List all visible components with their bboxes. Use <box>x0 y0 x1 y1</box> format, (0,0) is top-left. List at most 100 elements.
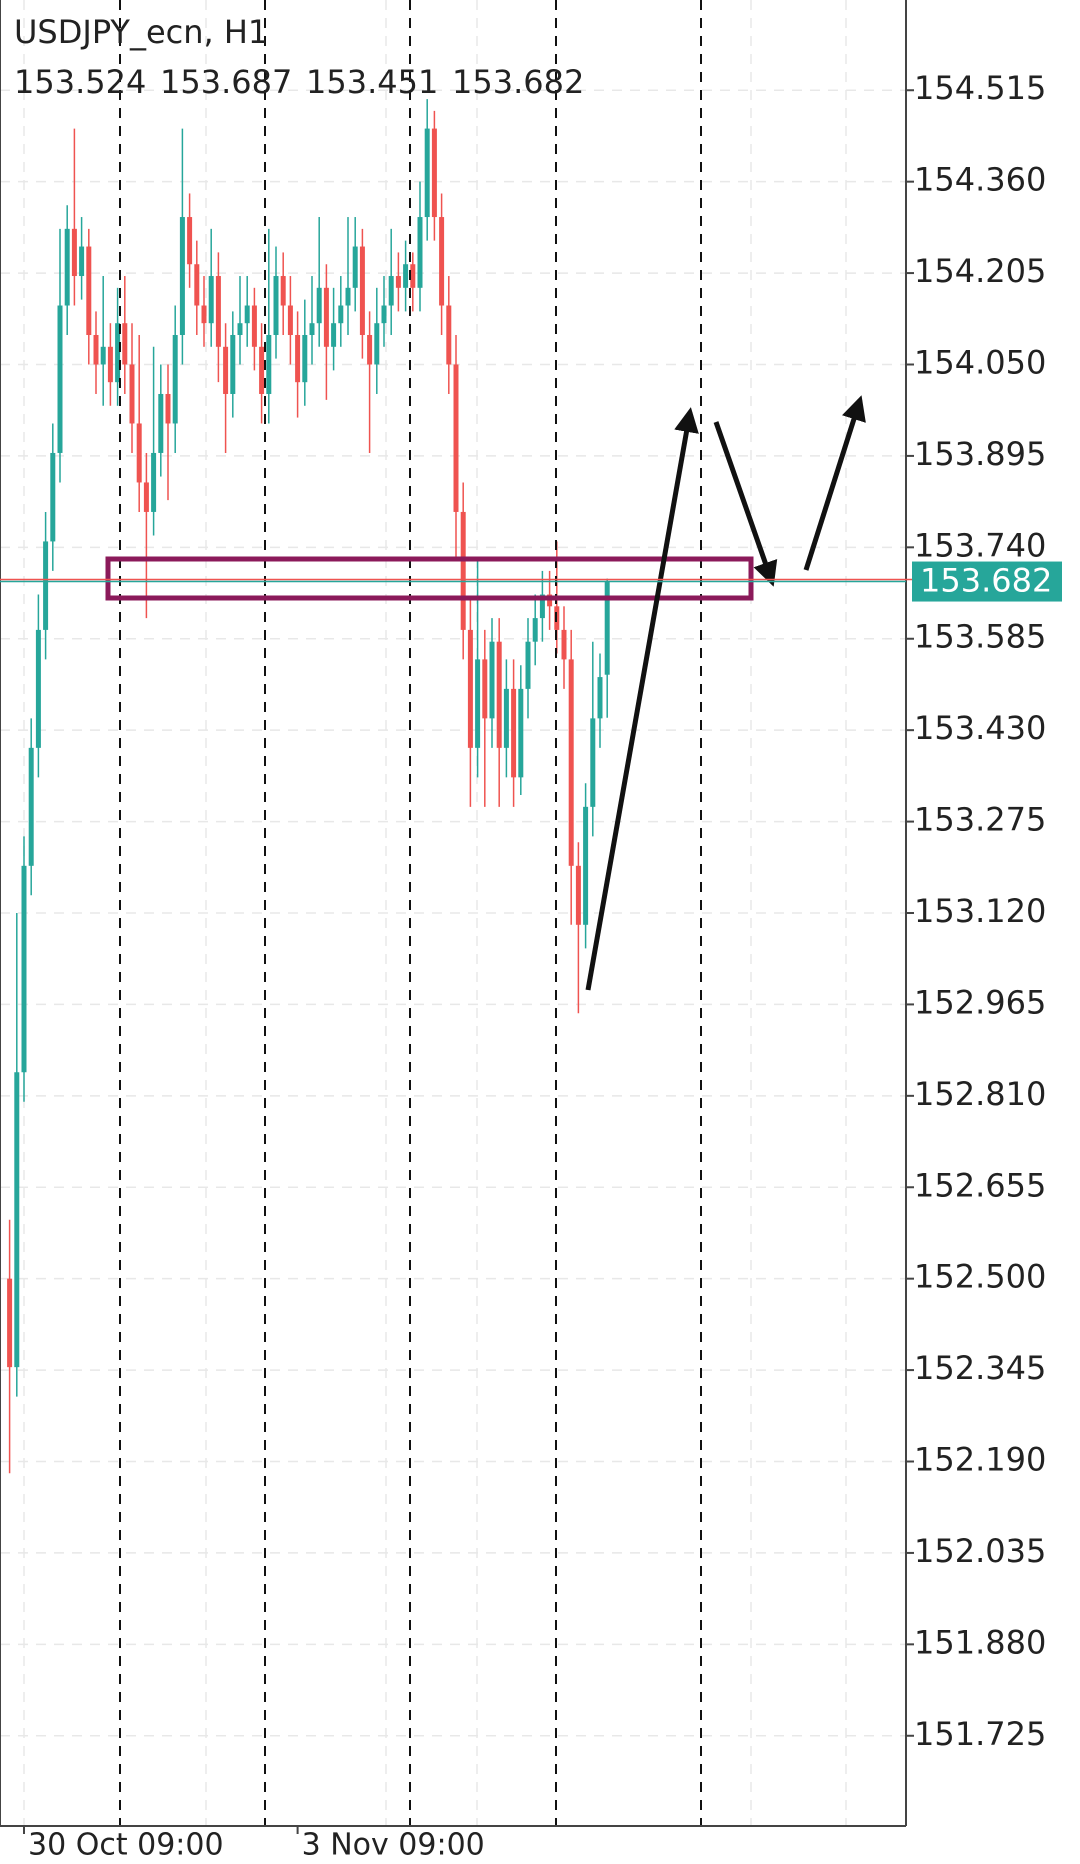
candle-body <box>496 641 502 748</box>
period-separators <box>119 0 702 1826</box>
candle-body <box>129 364 135 424</box>
candle-body <box>266 335 272 394</box>
candle-body <box>568 659 574 866</box>
candle-body <box>374 323 380 365</box>
candle-body <box>518 688 524 778</box>
ohlc-value: 153.682 <box>452 63 584 101</box>
candle-body <box>244 305 250 324</box>
candle-body <box>381 305 387 324</box>
y-tick-label: 152.655 <box>914 1166 1046 1204</box>
candle-body <box>172 335 178 424</box>
y-tick-label: 153.120 <box>914 892 1046 930</box>
y-tick-label: 153.430 <box>914 709 1046 747</box>
last-price-tag <box>912 561 1062 602</box>
candle-body <box>331 323 337 347</box>
candle-body <box>64 228 70 306</box>
candle-body <box>475 659 481 748</box>
plot <box>0 89 906 1737</box>
candle-body <box>230 335 236 394</box>
candle-body <box>187 217 193 265</box>
candle-body <box>57 305 63 453</box>
candle-body <box>482 659 488 719</box>
candle-body <box>453 364 459 512</box>
candle-body <box>179 217 185 336</box>
candle-body <box>417 217 423 288</box>
y-tick-label: 154.515 <box>914 69 1046 107</box>
candle-body <box>115 323 121 383</box>
candle-body <box>93 335 99 365</box>
candle-body <box>208 276 214 324</box>
candle-body <box>215 276 221 347</box>
candle-body <box>467 629 473 748</box>
candle-body <box>590 718 596 807</box>
candle-body <box>345 287 351 306</box>
vertical-grid <box>23 0 847 1826</box>
y-tick-label: 154.205 <box>914 252 1046 290</box>
y-tick-label: 152.345 <box>914 1349 1046 1387</box>
candle-body <box>35 629 41 748</box>
ohlc-readout: 153.524 153.687 153.451 153.682 <box>14 63 584 101</box>
y-tick-label: 152.810 <box>914 1075 1046 1113</box>
ohlc-value: 153.451 <box>306 63 438 101</box>
candle-body <box>165 393 171 424</box>
candle-body <box>86 246 92 336</box>
y-tick-label: 152.500 <box>914 1258 1046 1296</box>
candle-body <box>223 346 229 394</box>
candle-body <box>201 305 207 324</box>
candle-body <box>71 228 77 277</box>
x-tick-label: 30 Oct 09:00 <box>28 1828 224 1863</box>
y-tick-label: 153.275 <box>914 801 1046 839</box>
candle-body <box>158 393 164 453</box>
candle-body <box>561 629 567 660</box>
candle-body <box>446 305 452 365</box>
candle-body <box>14 1072 20 1368</box>
candle-body <box>287 305 293 336</box>
candle-body <box>7 1278 13 1368</box>
candle-body <box>107 346 113 383</box>
candle-body <box>352 246 358 288</box>
candle-body <box>439 217 445 306</box>
candle-body <box>259 346 265 394</box>
ohlc-value: 153.687 <box>160 63 292 101</box>
candle-body <box>532 618 538 642</box>
candle-body <box>143 482 149 512</box>
candle-body <box>79 246 85 277</box>
candle-body <box>503 688 509 748</box>
candle-body <box>388 276 394 306</box>
candle-body <box>604 581 610 675</box>
y-tick-label: 151.725 <box>914 1715 1046 1753</box>
candle-body <box>395 276 401 288</box>
y-tick-label: 154.050 <box>914 343 1046 381</box>
y-tick-label: 152.035 <box>914 1532 1046 1570</box>
zone-box <box>105 556 754 601</box>
candle-body <box>403 264 409 288</box>
candle-body <box>367 335 373 365</box>
candle-body <box>489 641 495 719</box>
y-tick-label: 153.740 <box>914 526 1046 564</box>
y-tick-label: 152.965 <box>914 983 1046 1021</box>
chart-title: USDJPY_ecn, H1 <box>14 13 268 51</box>
candle-body <box>575 865 581 925</box>
candle-body <box>28 747 34 866</box>
candle-body <box>309 323 315 336</box>
candle-body <box>280 276 286 306</box>
y-tick-label: 151.880 <box>914 1623 1046 1661</box>
candle-body <box>122 323 128 365</box>
candle-body <box>43 541 49 630</box>
candle-body <box>410 264 416 288</box>
y-tick-label: 153.895 <box>914 435 1046 473</box>
candle-body <box>21 865 27 1073</box>
x-tick-label: 3 Nov 09:00 <box>302 1828 485 1863</box>
candle-body <box>194 264 200 306</box>
candle-body <box>273 276 279 336</box>
y-tick-label: 153.585 <box>914 618 1046 656</box>
candle-body <box>597 677 603 719</box>
candle-body <box>151 452 157 512</box>
candle-body <box>251 305 257 347</box>
candle-body <box>539 594 545 619</box>
y-tick-label: 152.190 <box>914 1441 1046 1479</box>
candle-body <box>302 335 308 383</box>
last-price-label: 153.682 <box>920 562 1052 600</box>
candle-body <box>338 305 344 324</box>
